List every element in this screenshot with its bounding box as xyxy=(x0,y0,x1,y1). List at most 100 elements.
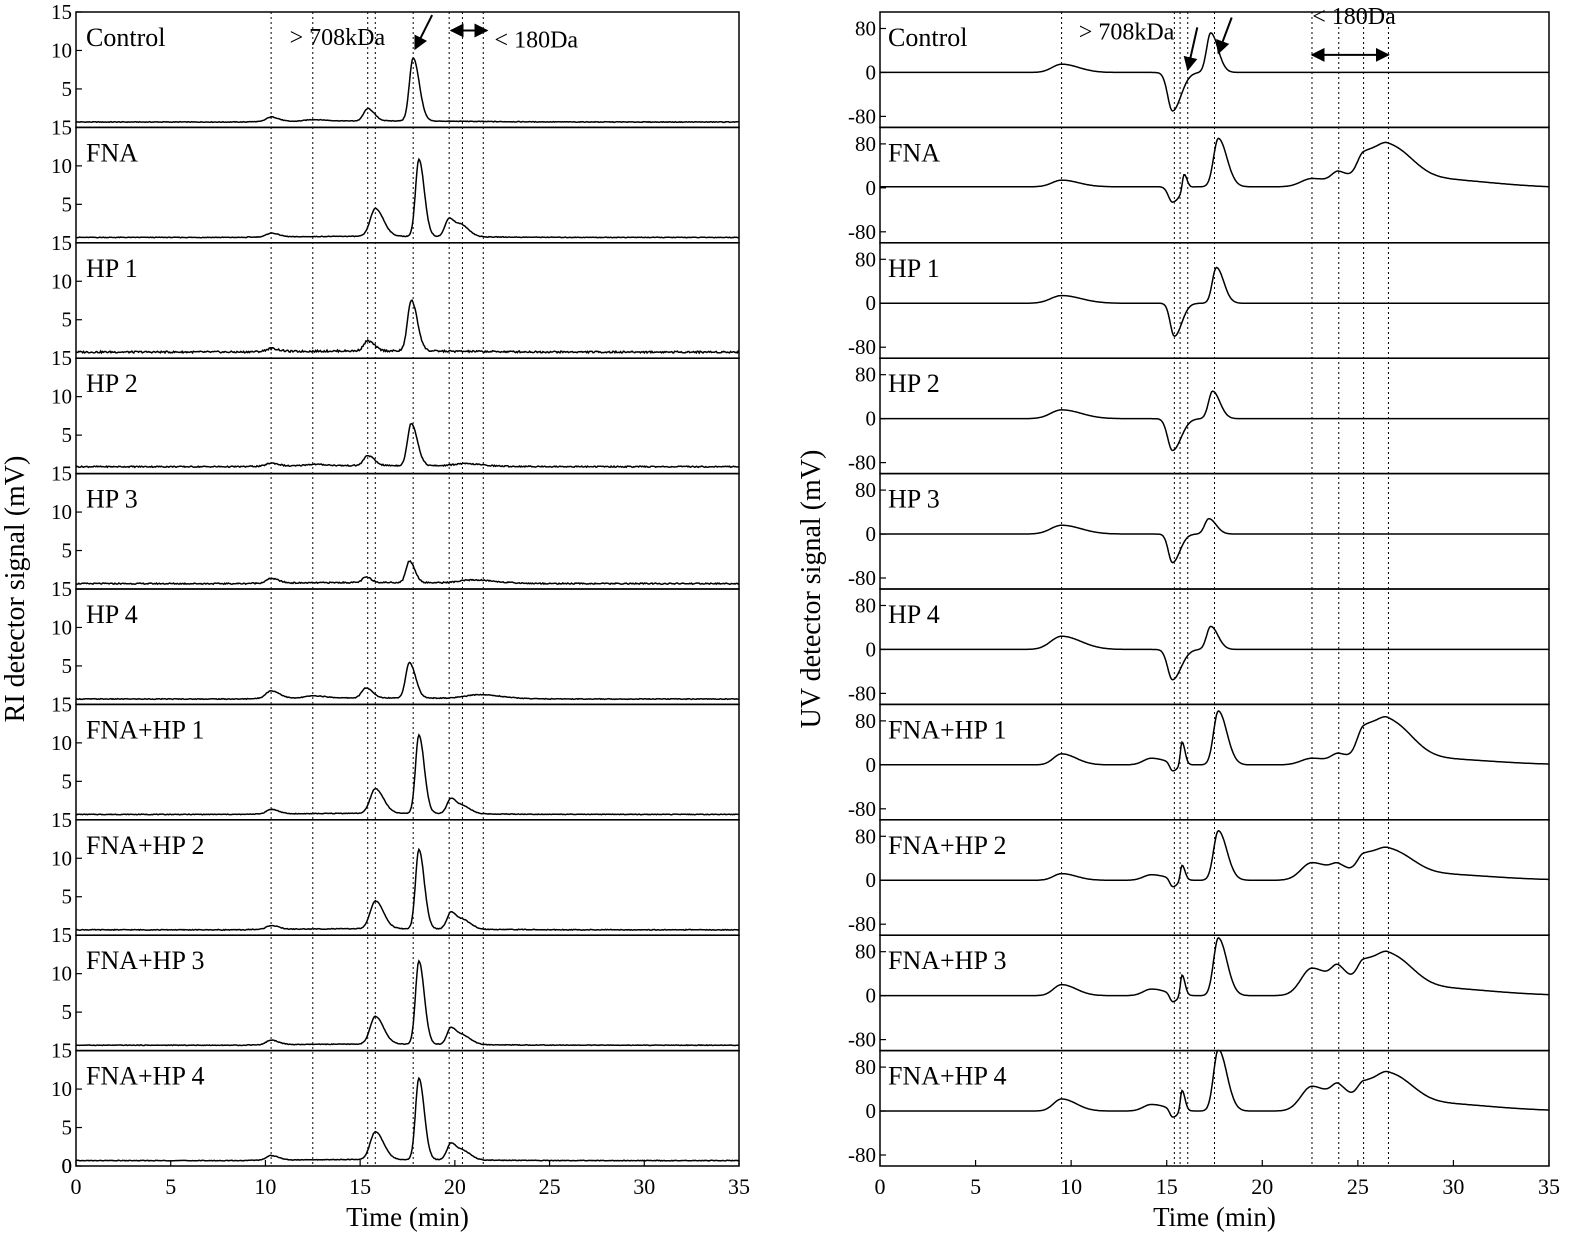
subplot-frame xyxy=(75,357,740,475)
subplot-frame xyxy=(879,242,1550,359)
series-label: FNA+HP 3 xyxy=(86,946,204,975)
trace-line-hp-1 xyxy=(75,299,740,355)
y-tick-label: 10 xyxy=(51,962,72,986)
y-tick-label: 5 xyxy=(62,1116,73,1140)
y-tick-label: 5 xyxy=(62,654,73,678)
y-tick-label: 80 xyxy=(855,247,876,271)
y-tick-label: 0 xyxy=(866,868,877,892)
trace-line-fna-hp-2 xyxy=(880,829,1549,888)
subplot-frame xyxy=(879,126,1550,244)
y-tick-label: 80 xyxy=(855,824,876,848)
trace-line-fna-hp-4 xyxy=(75,1076,739,1162)
annotation-text: < 180Da xyxy=(1312,4,1396,30)
y-tick-label: 80 xyxy=(855,478,876,502)
trace-line-hp-3 xyxy=(880,517,1549,564)
x-tick-label: 5 xyxy=(165,1174,176,1199)
annotation-text: > 708kDa xyxy=(1079,19,1175,45)
y-tick-label: 0 xyxy=(866,753,877,777)
x-tick-label: 0 xyxy=(71,1174,82,1199)
series-label: FNA+HP 4 xyxy=(888,1062,1006,1091)
y-tick-label: 15 xyxy=(51,346,72,370)
subplot-frame xyxy=(879,357,1550,475)
series-label: HP 4 xyxy=(86,600,138,629)
series-label: FNA+HP 1 xyxy=(888,715,1006,744)
trace-line-fna-hp-1 xyxy=(75,733,740,816)
series-label: FNA+HP 2 xyxy=(86,831,204,860)
y-tick-label: 0 xyxy=(866,407,877,431)
trace-line-hp-2 xyxy=(75,423,740,469)
series-label: HP 4 xyxy=(888,600,940,629)
y-tick-label: -80 xyxy=(848,1143,876,1167)
y-axis-title: RI detector signal (mV) xyxy=(0,456,31,723)
y-tick-label: 0 xyxy=(62,1154,73,1178)
x-tick-label: 15 xyxy=(1156,1174,1178,1199)
y-tick-label: 0 xyxy=(866,60,877,84)
y-tick-label: -80 xyxy=(848,912,876,936)
y-tick-label: -80 xyxy=(848,335,876,359)
y-tick-label: 10 xyxy=(51,385,72,409)
series-label: Control xyxy=(888,23,967,52)
y-tick-label: 5 xyxy=(62,769,73,793)
y-tick-label: 10 xyxy=(51,731,72,755)
trace-line-control xyxy=(75,56,740,124)
series-label: HP 3 xyxy=(86,485,138,514)
trace-line-fna-hp-2 xyxy=(75,847,740,932)
y-tick-label: 5 xyxy=(62,77,73,101)
y-tick-label: 10 xyxy=(51,500,72,524)
series-label: FNA+HP 4 xyxy=(86,1062,204,1091)
y-tick-label: 15 xyxy=(51,115,72,139)
y-tick-label: 0 xyxy=(866,1099,877,1123)
x-tick-label: 35 xyxy=(728,1174,750,1199)
x-tick-label: 35 xyxy=(1538,1174,1560,1199)
y-axis-title: UV detector signal (mV) xyxy=(796,450,827,729)
series-label: FNA xyxy=(86,138,138,167)
x-tick-label: 10 xyxy=(254,1174,276,1199)
series-label: HP 1 xyxy=(86,254,138,283)
x-tick-label: 20 xyxy=(444,1174,466,1199)
arrow-annotation xyxy=(1183,27,1199,72)
y-tick-label: 80 xyxy=(855,593,876,617)
y-tick-label: 0 xyxy=(866,522,877,546)
y-tick-label: -80 xyxy=(848,566,876,590)
series-label: FNA+HP 2 xyxy=(888,831,1006,860)
x-tick-label: 25 xyxy=(539,1174,561,1199)
trace-line-hp-3 xyxy=(75,559,740,586)
x-tick-label: 0 xyxy=(875,1174,886,1199)
trace-line-hp-4 xyxy=(75,661,740,701)
subplot-frame xyxy=(75,11,740,129)
arrow-annotation xyxy=(1216,17,1233,55)
x-axis-title: Time (min) xyxy=(1153,1202,1276,1232)
x-tick-label: 10 xyxy=(1060,1174,1082,1199)
x-tick-label: 30 xyxy=(633,1174,655,1199)
y-tick-label: 80 xyxy=(855,1055,876,1079)
y-tick-label: 15 xyxy=(51,692,72,716)
y-tick-label: 80 xyxy=(855,940,876,964)
y-tick-label: 10 xyxy=(51,38,72,62)
subplot-frame xyxy=(75,1049,740,1167)
trace-line-fna-hp-3 xyxy=(75,959,740,1047)
trace-line-fna-hp-4 xyxy=(880,1049,1549,1118)
x-axis-title: Time (min) xyxy=(346,1202,469,1232)
trace-line-fna-hp-1 xyxy=(880,710,1549,772)
y-tick-label: 0 xyxy=(866,984,877,1008)
y-tick-label: -80 xyxy=(848,797,876,821)
subplot-frame xyxy=(879,11,1550,129)
y-tick-label: -80 xyxy=(848,1028,876,1052)
trace-line-hp-1 xyxy=(880,266,1549,338)
series-label: Control xyxy=(86,23,165,52)
y-tick-label: 10 xyxy=(51,846,72,870)
trace-line-hp-4 xyxy=(880,625,1549,681)
series-label: HP 1 xyxy=(888,254,940,283)
subplot-frame xyxy=(879,1049,1550,1167)
annotation-text: > 708kDa xyxy=(290,25,386,51)
y-tick-label: 15 xyxy=(51,577,72,601)
y-tick-label: -80 xyxy=(848,104,876,128)
y-tick-label: 5 xyxy=(62,308,73,332)
series-label: FNA+HP 3 xyxy=(888,946,1006,975)
y-tick-label: 0 xyxy=(866,291,877,315)
series-label: HP 2 xyxy=(888,369,940,398)
trace-line-hp-2 xyxy=(880,390,1549,452)
x-tick-label: 5 xyxy=(970,1174,981,1199)
y-tick-label: -80 xyxy=(848,220,876,244)
